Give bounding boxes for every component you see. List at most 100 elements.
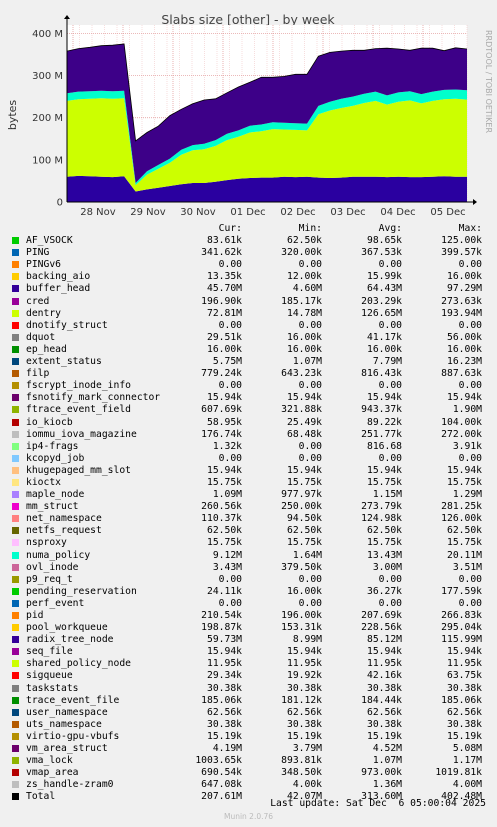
legend-row: zs_handle-zram0 647.08k 4.00k 1.36M 4.00M xyxy=(12,779,486,791)
legend-value-avg: 943.37k xyxy=(361,404,402,416)
legend-row: sigqueue 29.34k 19.92k 42.16k 63.75k xyxy=(12,670,486,682)
legend-value-max: 1019.81k xyxy=(435,767,482,779)
legend-row: radix_tree_node 59.73M 8.99M 85.12M 115.99M xyxy=(12,634,486,646)
legend-value-max: 62.50k xyxy=(447,525,482,537)
legend-series-name: seq_file xyxy=(26,646,73,658)
legend-value-min: 1.07M xyxy=(292,356,322,368)
legend-row: netfs_request 62.50k 62.50k 62.50k 62.50k xyxy=(12,525,486,537)
legend-swatch xyxy=(12,454,19,462)
legend-value-min: 16.00k xyxy=(287,585,322,597)
legend-value-max: 272.00k xyxy=(441,428,482,440)
legend-swatch xyxy=(12,648,19,656)
legend-value-cur: 110.37k xyxy=(201,513,242,525)
legend-value-max: 15.75k xyxy=(447,476,482,488)
legend-series-name: uts_namespace xyxy=(26,718,102,730)
legend-value-min: 196.00k xyxy=(281,610,322,621)
legend-value-avg: 15.94k xyxy=(367,392,402,404)
legend-value-min: 42.07M xyxy=(287,791,322,803)
legend-value-min: 348.50k xyxy=(281,767,322,779)
chart: Slabs size [other] - by week bytes RRDTO… xyxy=(6,12,493,218)
legend-value-max: 16.23M xyxy=(447,356,482,368)
legend-row: ovl_inode 3.43M 379.50k 3.00M 3.51M xyxy=(12,562,486,574)
legend-series-name: mm_struct xyxy=(26,501,79,513)
legend-series-name: virtio-gpu-vbufs xyxy=(26,730,120,742)
legend-value-min: 0.00 xyxy=(298,452,322,464)
legend-swatch xyxy=(12,708,19,716)
legend-value-cur: 198.87k xyxy=(201,622,242,634)
legend-series-name: dquot xyxy=(26,331,56,343)
legend-value-cur: 0.00 xyxy=(218,573,242,585)
legend-value-avg: 313.60M xyxy=(361,791,402,803)
legend-series-name: pid xyxy=(26,610,44,621)
legend-row: uts_namespace 30.38k 30.38k 30.38k 30.38k xyxy=(12,719,486,731)
legend-row: vmap_area 690.54k 348.50k 973.00k 1019.81k xyxy=(12,767,486,779)
legend-value-cur: 58.95k xyxy=(207,416,242,428)
area-other xyxy=(67,44,467,183)
x-tick-label: 04 Dec xyxy=(380,207,415,218)
legend-row: seq_file 15.94k 15.94k 15.94k 15.94k xyxy=(12,646,486,658)
legend-value-min: 379.50k xyxy=(281,561,322,573)
legend-value-max: 0.00 xyxy=(458,259,482,271)
legend-value-avg: 98.65k xyxy=(367,235,402,247)
legend-value-cur: 690.54k xyxy=(201,767,242,779)
legend-row: fsnotify_mark_connector 15.94k 15.94k 15.94… xyxy=(12,392,486,404)
legend-swatch xyxy=(12,418,19,426)
legend-swatch xyxy=(12,237,19,245)
y-tick-label: 300 M xyxy=(32,71,63,82)
legend-value-avg: 0.00 xyxy=(378,452,402,464)
legend-value-avg: 62.50k xyxy=(367,525,402,537)
legend-value-min: 15.19k xyxy=(287,730,322,742)
legend-value-cur: 176.74k xyxy=(201,428,242,440)
stacked-areas xyxy=(66,43,468,202)
y-axis-label: bytes xyxy=(6,100,19,131)
legend-row: vma_lock 1003.65k 893.81k 1.07M 1.17M xyxy=(12,755,486,767)
legend-value-cur: 196.90k xyxy=(201,295,242,307)
legend-value-max: 3.51M xyxy=(452,561,482,573)
legend-value-cur: 647.08k xyxy=(201,779,242,791)
legend-series-name: buffer_head xyxy=(26,283,91,295)
legend-series-name: netfs_request xyxy=(26,525,102,537)
legend-value-max: 115.99M xyxy=(441,634,482,646)
legend-value-max: 0.00 xyxy=(458,573,482,585)
legend-swatch xyxy=(12,636,19,644)
legend-swatch xyxy=(12,769,19,777)
legend-value-max: 402.48M xyxy=(441,791,482,803)
legend-row: AF_VSOCK 83.61k 62.50k 98.65k 125.00k xyxy=(12,235,486,247)
legend-swatch xyxy=(12,793,19,801)
legend-value-max: 20.11M xyxy=(447,549,482,561)
legend-value-avg: 15.19k xyxy=(367,730,402,742)
legend-swatch xyxy=(12,624,19,632)
legend-swatch xyxy=(12,696,19,704)
y-tick-label: 100 M xyxy=(32,155,63,166)
legend-swatch xyxy=(12,612,19,619)
legend-series-name: pool_workqueue xyxy=(26,622,108,634)
legend-value-max: 399.57k xyxy=(441,247,482,259)
legend-value-min: 25.49k xyxy=(287,416,322,428)
legend-value-cur: 29.51k xyxy=(207,331,242,343)
legend-swatch xyxy=(12,478,19,486)
legend-value-max: 30.38k xyxy=(447,718,482,730)
legend-series-name: khugepaged_mm_slot xyxy=(26,464,131,476)
legend-value-cur: 0.00 xyxy=(218,259,242,271)
legend-value-max: 0.00 xyxy=(458,319,482,331)
legend-row: mm_struct 260.56k 250.00k 273.79k 281.25k xyxy=(12,501,486,513)
x-tick-label: 30 Nov xyxy=(180,207,216,218)
legend-value-max: 104.00k xyxy=(441,416,482,428)
legend-value-min: 893.81k xyxy=(281,755,322,767)
legend-value-cur: 9.12M xyxy=(212,549,242,561)
legend-value-cur: 0.00 xyxy=(218,452,242,464)
legend-swatch xyxy=(12,430,19,438)
legend-value-avg: 7.79M xyxy=(372,356,402,368)
legend-value-cur: 779.24k xyxy=(201,368,242,380)
legend-value-cur: 207.61M xyxy=(201,791,242,803)
legend-value-min: 0.00 xyxy=(298,573,322,585)
legend-row: dnotify_struct 0.00 0.00 0.00 0.00 xyxy=(12,320,486,332)
legend-series-name: maple_node xyxy=(26,489,85,501)
legend-value-max: 126.00k xyxy=(441,513,482,525)
legend-value-avg: 85.12M xyxy=(367,634,402,646)
legend-series-name: radix_tree_node xyxy=(26,634,114,646)
legend-value-cur: 260.56k xyxy=(201,501,242,513)
y-tick-label: 400 M xyxy=(32,29,63,40)
legend-row: filp 779.24k 643.23k 816.43k 887.63k xyxy=(12,368,486,380)
legend-value-cur: 4.19M xyxy=(212,743,242,755)
